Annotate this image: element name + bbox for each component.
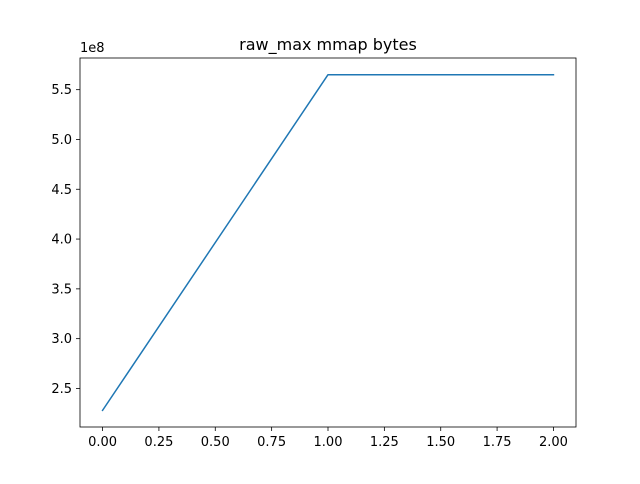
y-tick-label: 3.5	[51, 282, 72, 297]
x-tick-label: 1.00	[314, 435, 343, 450]
x-tick-label: 0.50	[201, 435, 230, 450]
chart-title: raw_max mmap bytes	[239, 35, 417, 55]
y-tick-label: 5.0	[51, 133, 72, 148]
x-tick-label: 0.00	[88, 435, 117, 450]
series-line-0	[101, 73, 555, 412]
y-tick-label: 4.5	[51, 183, 72, 198]
x-tick-label: 1.50	[426, 435, 455, 450]
x-tick-label: 0.75	[257, 435, 286, 450]
y-tick-label: 4.0	[51, 233, 72, 248]
y-tick-label: 3.0	[51, 332, 72, 347]
y-axis-offset-label: 1e8	[80, 41, 105, 56]
y-tick-label: 5.5	[51, 83, 72, 98]
x-tick-label: 1.75	[483, 435, 512, 450]
y-tick-label: 2.5	[51, 382, 72, 397]
x-tick-label: 2.00	[539, 435, 568, 450]
x-tick-label: 0.25	[144, 435, 173, 450]
axes-frame	[79, 57, 577, 428]
plot-area: 0.00 0.25 0.50 0.75 1.00 1.25 1.50 1.75 2.00 2.5 3…	[51, 57, 577, 450]
x-tick-label: 1.25	[370, 435, 399, 450]
